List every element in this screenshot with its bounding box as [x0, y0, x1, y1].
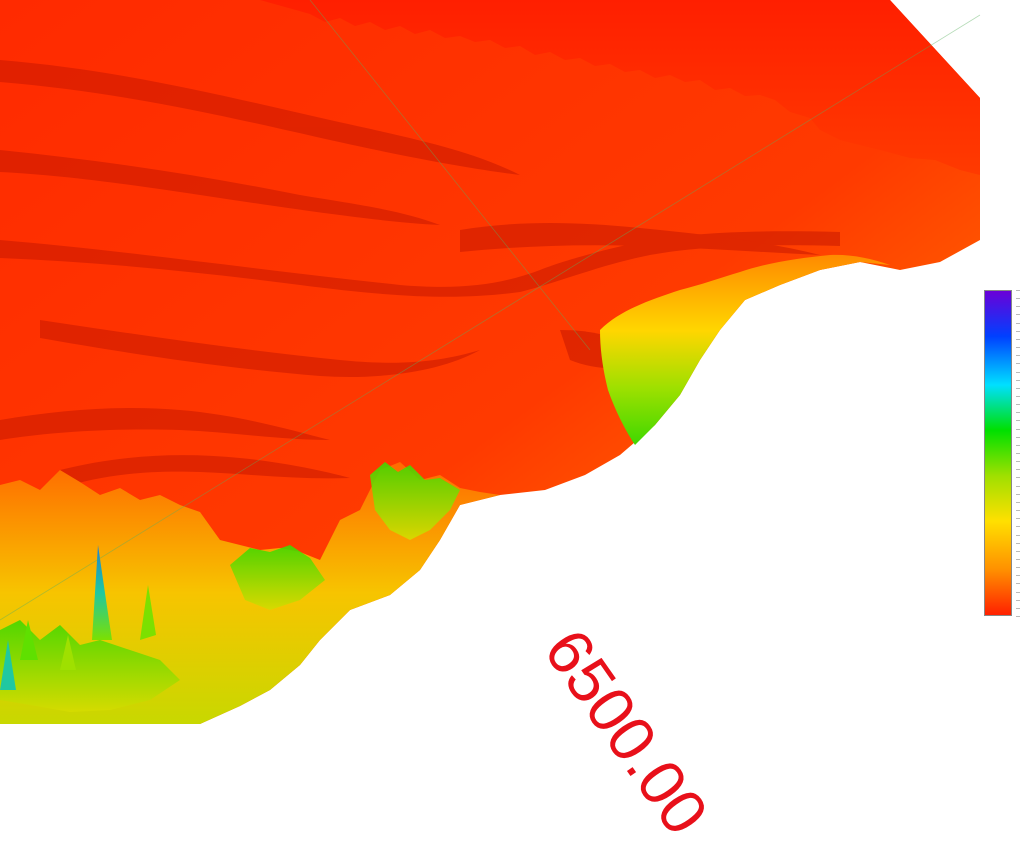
- color-scale-tick: [1016, 379, 1020, 381]
- color-scale-tick: [1016, 607, 1020, 609]
- color-scale-tick: [1016, 461, 1020, 463]
- color-scale-tick: [1016, 420, 1020, 422]
- color-scale-tick: [1016, 453, 1020, 454]
- color-scale-tick: [1016, 306, 1020, 308]
- color-scale-tick: [1016, 493, 1020, 495]
- color-scale-tick: [1016, 436, 1020, 438]
- surface-green-bumps: [0, 462, 460, 712]
- color-scale-tick: [1016, 599, 1020, 601]
- color-scale-tick: [1016, 387, 1020, 389]
- color-scale-bar: [984, 290, 1012, 616]
- color-scale-tick: [1016, 395, 1020, 397]
- color-scale-tick: [1016, 583, 1020, 585]
- color-scale-tick: [1016, 510, 1020, 512]
- color-scale-tick: [1016, 338, 1020, 340]
- surface-upper-plateau: [260, 0, 980, 175]
- color-scale-tick: [1016, 616, 1020, 617]
- color-scale-tick: [1016, 428, 1020, 430]
- surface-main: [0, 0, 980, 724]
- color-scale-tick: [1016, 501, 1020, 503]
- color-scale-tick: [1016, 330, 1020, 332]
- color-scale-tick: [1016, 314, 1020, 316]
- color-scale-tick: [1016, 347, 1020, 349]
- surface-flank-yellow-green: [600, 254, 890, 445]
- color-scale-tick: [1016, 322, 1020, 324]
- ridge-shadows: [0, 60, 840, 488]
- color-scale-tick: [1016, 444, 1020, 446]
- color-scale-tick: [1016, 526, 1020, 528]
- color-scale-tick: [1016, 542, 1020, 544]
- color-scale-tick: [1016, 363, 1020, 365]
- color-scale-tick: [1016, 290, 1020, 291]
- color-scale-tick: [1016, 355, 1020, 357]
- color-scale-tick: [1016, 485, 1020, 487]
- color-scale-tick: [1016, 558, 1020, 560]
- 3d-surface-viewport[interactable]: [0, 0, 1024, 724]
- color-scale-tick: [1016, 550, 1020, 552]
- color-scale-tick: [1016, 469, 1020, 471]
- color-scale-tick: [1016, 575, 1020, 577]
- color-scale-tick: [1016, 534, 1020, 536]
- color-scale-ticks: [1016, 290, 1022, 617]
- color-scale-tick: [1016, 412, 1020, 414]
- color-scale-tick: [1016, 567, 1020, 569]
- color-scale-tick: [1016, 404, 1020, 406]
- color-scale-tick: [1016, 371, 1020, 373]
- grid-lines: [0, 0, 981, 621]
- color-scale-tick: [1016, 518, 1020, 520]
- color-scale-tick: [1016, 591, 1020, 593]
- surface-spikes: [0, 545, 156, 690]
- color-scale-tick: [1016, 298, 1020, 300]
- color-scale-tick: [1016, 477, 1020, 479]
